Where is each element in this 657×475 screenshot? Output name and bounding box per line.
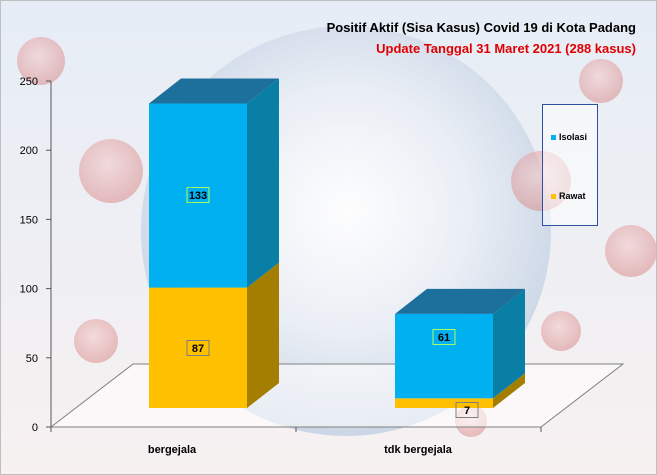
data-label-rawat-1: 7	[464, 405, 470, 417]
y-tick-label: 0	[32, 422, 38, 434]
data-label-isolasi-1-box	[432, 329, 456, 345]
bar-side-rawat-0	[247, 262, 279, 408]
chart-title: Positif Aktif (Sisa Kasus) Covid 19 di K…	[326, 20, 636, 35]
chart-subtitle: Update Tanggal 31 Maret 2021 (288 kasus)	[376, 41, 636, 56]
legend: Isolasi Rawat	[542, 104, 598, 226]
data-label-rawat-0-box	[186, 340, 210, 356]
y-tick-label: 100	[20, 284, 38, 296]
bar-side-isolasi-1	[493, 288, 525, 399]
legend-swatch-rawat	[551, 193, 556, 199]
bar-isolasi-0	[149, 103, 247, 288]
bar-isolasi-1	[395, 313, 493, 399]
y-tick-label: 200	[20, 145, 38, 157]
bar-top-0	[149, 78, 279, 104]
bar-side-isolasi-0	[247, 78, 279, 288]
legend-label-isolasi: Isolasi	[559, 132, 588, 142]
bar-rawat-1	[395, 398, 493, 408]
data-label-isolasi-0: 133	[189, 190, 207, 202]
data-label-isolasi-0-box	[186, 187, 210, 203]
floor-plane	[49, 363, 625, 428]
legend-label-rawat: Rawat	[559, 191, 586, 201]
bar-rawat-0	[149, 287, 247, 408]
y-tick-label: 150	[20, 214, 38, 226]
y-tick-label: 250	[20, 76, 38, 88]
data-label-rawat-0: 87	[192, 343, 204, 355]
legend-swatch-isolasi	[551, 134, 556, 140]
data-label-isolasi-1: 61	[438, 332, 450, 344]
bar-top-1	[395, 288, 525, 314]
bar-side-rawat-1	[493, 373, 525, 408]
x-tick-label: bergejala	[148, 444, 197, 456]
x-tick-label: tdk bergejala	[384, 444, 453, 456]
data-label-rawat-1-box	[455, 402, 479, 418]
legend-item-isolasi: Isolasi	[551, 132, 587, 142]
y-tick-label: 50	[26, 353, 38, 365]
legend-item-rawat: Rawat	[551, 191, 586, 201]
